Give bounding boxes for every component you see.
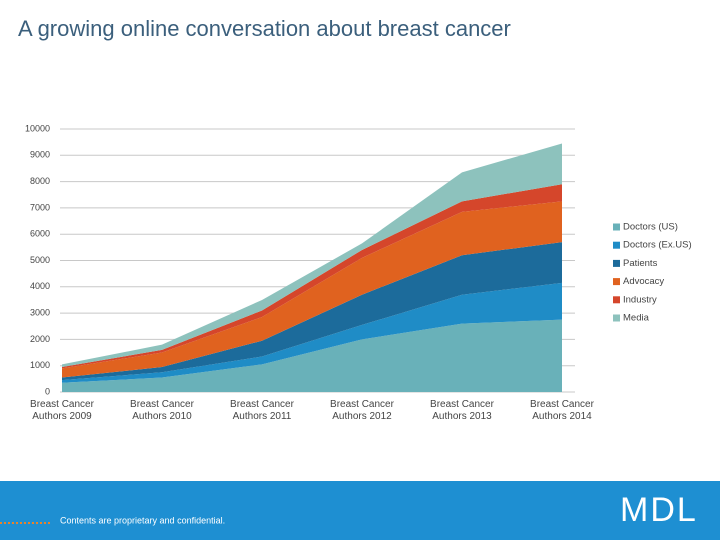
legend-label: Media: [623, 313, 650, 324]
legend-label: Industry: [623, 294, 657, 305]
x-tick-label: Breast Cancer Authors 2009: [30, 399, 94, 422]
area: [62, 184, 562, 369]
y-tick-label: 8000: [30, 176, 50, 186]
y-tick-label: 10000: [25, 123, 50, 133]
area: [62, 319, 562, 392]
legend-label: Doctors (Ex.US): [623, 240, 692, 251]
logo: MDL: [620, 491, 698, 529]
y-tick-label: 7000: [30, 202, 50, 212]
x-tick-label: Breast Cancer Authors 2012: [330, 399, 394, 422]
y-tick-label: 5000: [30, 255, 50, 265]
x-tick-label: Breast Cancer Authors 2014: [530, 399, 594, 422]
legend-swatch: [613, 241, 620, 249]
legend-swatch: [613, 259, 620, 267]
chart-title: A growing online conversation about brea…: [18, 16, 511, 41]
legend-swatch: [613, 314, 620, 322]
area: [62, 201, 562, 378]
y-tick-label: 2000: [30, 334, 50, 344]
legend-label: Patients: [623, 258, 658, 269]
y-tick-label: 3000: [30, 307, 50, 317]
y-tick-label: 0: [45, 386, 50, 396]
legend-label: Advocacy: [623, 276, 664, 287]
footer-text: Contents are proprietary and confidentia…: [60, 515, 225, 525]
legend-label: Doctors (US): [623, 222, 678, 233]
legend-swatch: [613, 296, 620, 304]
legend-swatch: [613, 223, 620, 231]
y-tick-label: 4000: [30, 281, 50, 291]
area: [62, 282, 562, 383]
x-tick-label: Breast Cancer Authors 2010: [130, 399, 194, 422]
y-tick-label: 9000: [30, 150, 50, 160]
y-tick-label: 1000: [30, 360, 50, 370]
legend-swatch: [613, 278, 620, 286]
x-tick-label: Breast Cancer Authors 2013: [430, 399, 494, 422]
x-tick-label: Breast Cancer Authors 2011: [230, 399, 294, 422]
footer-band: [0, 481, 720, 540]
area: [62, 242, 562, 381]
y-tick-label: 6000: [30, 229, 50, 239]
area: [62, 143, 562, 368]
